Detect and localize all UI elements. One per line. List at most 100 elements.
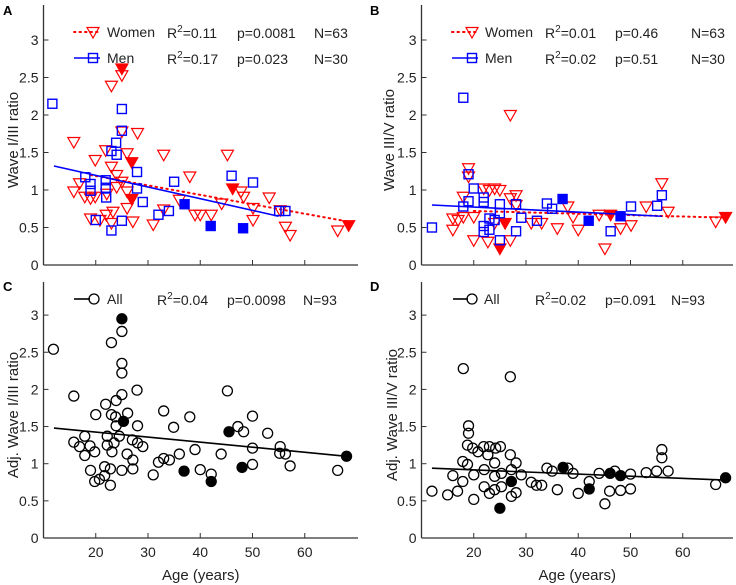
data-point-filled [124, 193, 139, 207]
data-point [226, 170, 237, 181]
data-point-filled [603, 209, 618, 222]
sample-size: N=63 [691, 25, 725, 41]
data-point [215, 448, 227, 460]
data-point [445, 213, 460, 226]
data-point [137, 196, 148, 208]
data-point [572, 487, 584, 500]
data-point [110, 394, 122, 407]
panel-c: C 0 0.5 1 1.5 2 2.5 3 20 30 40 50 60 Adj. Wave I/III … [3, 279, 358, 584]
data-point [639, 201, 654, 214]
data-point [111, 149, 122, 160]
data-point [447, 469, 459, 482]
y-tick-label: 3 [409, 32, 417, 48]
data-point [597, 243, 612, 256]
r-squared-value: =0.01 [561, 25, 597, 41]
data-point [168, 176, 180, 187]
data-point [468, 469, 480, 481]
y-axis-label: Adj. Wave I/III ratio [5, 352, 22, 478]
data-point [278, 221, 293, 234]
data-point [505, 463, 518, 476]
data-point [516, 212, 527, 223]
data-point [656, 190, 668, 201]
data-point-filled [205, 475, 217, 488]
y-tick-label: 0 [409, 530, 417, 546]
data-point [131, 420, 144, 432]
y-tick-label: 0 [31, 257, 39, 273]
data-point [274, 440, 286, 453]
data-point [116, 325, 128, 338]
data-point [662, 465, 674, 477]
data-point [47, 98, 58, 109]
data-point [98, 469, 111, 482]
x-tick-label: 30 [518, 544, 534, 560]
data-point [651, 200, 663, 211]
r-squared-symbol: R [535, 292, 545, 308]
data-point [283, 229, 298, 243]
legend-entry: All R2=0.04 p=0.0098 N=93 [74, 291, 337, 308]
x-tick-label: 50 [623, 544, 639, 560]
legend-label: Women [107, 24, 155, 40]
data-point [462, 420, 475, 432]
data-point [456, 211, 471, 225]
data-point [167, 421, 180, 433]
p-value: p=0.0081 [237, 25, 296, 41]
data-point [156, 149, 171, 162]
data-point [489, 214, 500, 226]
data-point-filled [205, 220, 216, 232]
r-squared-value: =0.17 [183, 51, 219, 67]
data-point [524, 217, 539, 231]
data-point [495, 467, 508, 480]
data-point [503, 193, 518, 206]
data-point-filled [236, 461, 248, 474]
data-point [274, 447, 286, 459]
data-point-filled [341, 220, 356, 233]
data-point [603, 485, 616, 497]
r-squared-exponent: 2 [177, 24, 183, 35]
legend-entry: Men R2=0.17 p=0.023 N=30 [74, 50, 348, 67]
data-point [426, 485, 438, 497]
data-point [116, 215, 128, 226]
data-point [476, 183, 491, 196]
sample-size: N=93 [671, 292, 705, 308]
y-tick-label: 2.5 [19, 344, 39, 360]
legend-entry: All R2=0.02 p=0.091 N=93 [453, 291, 705, 308]
panel-letter: D [370, 279, 379, 294]
data-point [530, 479, 543, 491]
data-point [72, 178, 87, 191]
r-squared: R2=0.02 [545, 50, 596, 67]
data-point-filled [498, 217, 513, 231]
data-point [68, 390, 80, 402]
data-point [461, 163, 476, 176]
data-point [503, 109, 518, 123]
data-point [127, 454, 139, 466]
data-point [571, 224, 586, 237]
data-point [503, 235, 518, 248]
data-point [510, 487, 522, 499]
data-point [478, 481, 490, 493]
data-point [47, 343, 60, 355]
x-tick-label: 40 [192, 544, 208, 560]
data-point [131, 166, 143, 178]
data-point [483, 440, 496, 453]
data-point [466, 235, 481, 248]
data-point [613, 223, 628, 236]
y-tick-label: 0 [409, 257, 417, 273]
data-point [504, 371, 516, 383]
data-point [90, 214, 101, 226]
data-point [623, 220, 639, 233]
data-point [488, 457, 501, 469]
data-point [457, 362, 469, 375]
sample-size: N=30 [314, 51, 348, 67]
data-point [158, 405, 170, 417]
y-tick-label: 3 [31, 32, 39, 48]
data-point [221, 385, 234, 397]
data-point [114, 126, 129, 139]
r-squared-symbol: R [545, 51, 555, 67]
y-axis-label: Adj. Wave III/V ratio [384, 349, 401, 481]
data-point-filled [557, 461, 569, 474]
r-squared-symbol: R [157, 292, 167, 308]
data-point [89, 446, 101, 458]
r-squared-exponent: 2 [167, 291, 173, 302]
sample-size: N=63 [314, 25, 348, 41]
